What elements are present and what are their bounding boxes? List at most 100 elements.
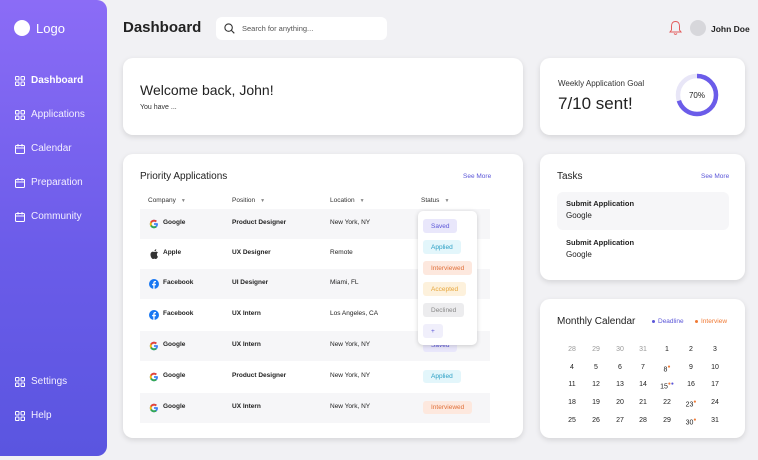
status-option-interviewed[interactable]: Interviewed bbox=[423, 261, 473, 275]
sidebar: Logo Dashboard Applications Calendar Pre… bbox=[0, 0, 107, 456]
column-label: Status bbox=[421, 197, 440, 204]
calendar-day-marked[interactable]: 23● bbox=[681, 399, 701, 408]
location: Miami, FL bbox=[330, 279, 359, 286]
day-number: 8 bbox=[663, 366, 668, 374]
sidebar-item-label: Calendar bbox=[31, 143, 72, 154]
sidebar-item-dashboard[interactable]: Dashboard bbox=[15, 75, 83, 86]
day-number: 23 bbox=[685, 401, 694, 409]
calendar-day[interactable]: 25 bbox=[568, 417, 576, 424]
table-row[interactable]: Google UX Intern New York, NY Interviewe… bbox=[140, 393, 490, 423]
task-company: Google bbox=[566, 250, 592, 259]
sort-caret-icon: ▼ bbox=[359, 197, 365, 204]
position: Product Designer bbox=[232, 219, 287, 226]
position: UX Designer bbox=[232, 249, 271, 256]
avatar[interactable] bbox=[690, 20, 706, 36]
column-header-location[interactable]: Location ▼ bbox=[330, 197, 365, 204]
calendar-day[interactable]: 12 bbox=[592, 381, 600, 388]
column-label: Company bbox=[148, 197, 176, 204]
calendar-day[interactable]: 26 bbox=[592, 417, 600, 424]
search-input[interactable] bbox=[242, 24, 372, 33]
search-bar[interactable] bbox=[216, 17, 387, 40]
calendar-card: Monthly Calendar Deadline Interview 28 2… bbox=[540, 299, 745, 438]
task-item[interactable]: Submit Application Google bbox=[557, 231, 729, 269]
facebook-icon bbox=[149, 279, 159, 289]
user-name[interactable]: John Doe bbox=[711, 24, 750, 34]
status-option-applied[interactable]: Applied bbox=[423, 240, 461, 254]
position: UX Intern bbox=[232, 310, 261, 317]
welcome-card: Welcome back, John! You have ... bbox=[123, 58, 523, 135]
google-icon bbox=[149, 219, 158, 229]
company-name: Facebook bbox=[163, 310, 194, 317]
column-header-position[interactable]: Position ▼ bbox=[232, 197, 265, 204]
sidebar-item-label: Dashboard bbox=[31, 75, 84, 86]
column-label: Position bbox=[232, 197, 256, 204]
calendar-day[interactable]: 6 bbox=[618, 364, 622, 371]
calendar-title: Monthly Calendar bbox=[557, 316, 636, 327]
calendar-day[interactable]: 7 bbox=[641, 364, 645, 371]
sidebar-item-help[interactable]: Help bbox=[15, 410, 52, 421]
calendar-day[interactable]: 17 bbox=[711, 381, 719, 388]
calendar-day[interactable]: 3 bbox=[713, 346, 717, 353]
bell-icon[interactable] bbox=[669, 20, 682, 36]
add-status-button[interactable]: + bbox=[423, 324, 443, 338]
calendar-day[interactable]: 20 bbox=[616, 399, 624, 406]
position: UX Intern bbox=[232, 341, 261, 348]
table-row[interactable]: Facebook UX Intern Los Angeles, CA bbox=[140, 300, 490, 330]
sidebar-item-community[interactable]: Community bbox=[15, 211, 82, 222]
calendar-day[interactable]: 14 bbox=[639, 381, 647, 388]
status-badge[interactable]: Interviewed bbox=[423, 401, 473, 414]
calendar-day-marked[interactable]: 8● bbox=[657, 364, 677, 373]
task-item[interactable]: Submit Application Google bbox=[557, 192, 729, 230]
calendar-day[interactable]: 10 bbox=[711, 364, 719, 371]
calendar-day[interactable]: 30 bbox=[616, 346, 624, 353]
status-option-declined[interactable]: Declined bbox=[423, 303, 465, 317]
location: New York, NY bbox=[330, 219, 371, 226]
see-more-link[interactable]: See More bbox=[463, 173, 492, 180]
calendar-day[interactable]: 2 bbox=[689, 346, 693, 353]
location: Los Angeles, CA bbox=[330, 310, 379, 317]
calendar-day[interactable]: 4 bbox=[570, 364, 574, 371]
calendar-day[interactable]: 29 bbox=[592, 346, 600, 353]
sidebar-item-settings[interactable]: Settings bbox=[15, 376, 67, 387]
calendar-day[interactable]: 11 bbox=[568, 381, 576, 388]
status-option-saved[interactable]: Saved bbox=[423, 219, 458, 233]
task-company: Google bbox=[566, 211, 592, 220]
company-name: Google bbox=[163, 219, 186, 226]
goal-value: 7/10 sent! bbox=[558, 94, 633, 113]
calendar-day[interactable]: 27 bbox=[616, 417, 624, 424]
calendar-day[interactable]: 21 bbox=[639, 399, 647, 406]
legend-deadline: Deadline bbox=[652, 318, 684, 325]
calendar-day[interactable]: 28 bbox=[568, 346, 576, 353]
day-number: 30 bbox=[685, 419, 694, 427]
calendar-day[interactable]: 31 bbox=[639, 346, 647, 353]
status-dropdown: Saved Applied Interviewed Accepted Decli… bbox=[418, 211, 477, 345]
calendar-day-marked[interactable]: 30● bbox=[681, 417, 701, 426]
status-badge[interactable]: Applied bbox=[423, 370, 461, 383]
calendar-day[interactable]: 13 bbox=[616, 381, 624, 388]
calendar-day[interactable]: 1 bbox=[665, 346, 669, 353]
status-option-accepted[interactable]: Accepted bbox=[423, 282, 467, 296]
calendar-icon bbox=[15, 143, 25, 154]
calendar-day[interactable]: 5 bbox=[594, 364, 598, 371]
column-header-company[interactable]: Company ▼ bbox=[148, 197, 186, 204]
calendar-day-marked[interactable]: 15●● bbox=[657, 381, 677, 390]
table-row[interactable]: Apple UX Designer Remote bbox=[140, 239, 490, 269]
calendar-day[interactable]: 28 bbox=[639, 417, 647, 424]
interview-dot-icon: ● bbox=[667, 381, 671, 387]
column-header-status[interactable]: Status ▼ bbox=[421, 197, 449, 204]
sidebar-item-calendar[interactable]: Calendar bbox=[15, 143, 72, 154]
calendar-day[interactable]: 9 bbox=[689, 364, 693, 371]
calendar-day[interactable]: 24 bbox=[711, 399, 719, 406]
google-icon bbox=[149, 341, 158, 351]
calendar-day[interactable]: 31 bbox=[711, 417, 719, 424]
calendar-day[interactable]: 29 bbox=[663, 417, 671, 424]
table-row[interactable]: Google Product Designer New York, NY App… bbox=[140, 362, 490, 392]
calendar-day[interactable]: 16 bbox=[687, 381, 695, 388]
logo[interactable]: Logo bbox=[14, 20, 65, 36]
calendar-day[interactable]: 18 bbox=[568, 399, 576, 406]
sidebar-item-applications[interactable]: Applications bbox=[15, 109, 85, 120]
calendar-day[interactable]: 22 bbox=[663, 399, 671, 406]
calendar-day[interactable]: 19 bbox=[592, 399, 600, 406]
sidebar-item-preparation[interactable]: Preparation bbox=[15, 177, 83, 188]
see-more-link[interactable]: See More bbox=[701, 173, 730, 180]
